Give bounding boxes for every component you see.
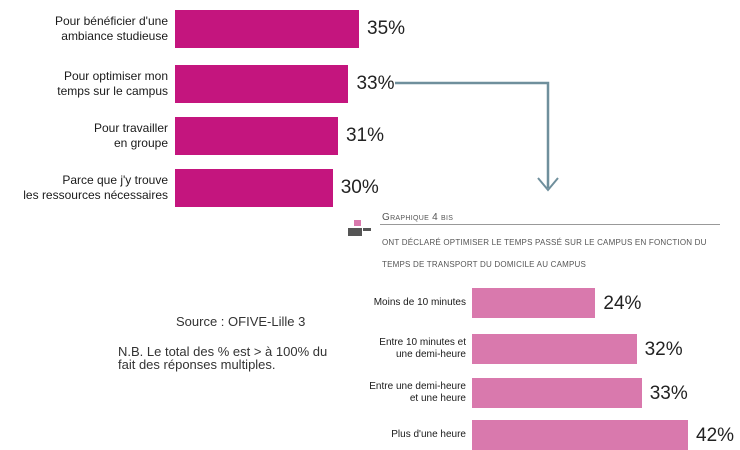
value-label: 32% xyxy=(644,339,683,360)
category-label: Pour travailler en groupe xyxy=(93,121,168,150)
category-label: Pour bénéficier d'une ambiance studieuse xyxy=(54,14,168,43)
category-label: Pour optimiser mon temps sur le campus xyxy=(57,69,168,98)
value-label: 35% xyxy=(367,18,406,39)
value-label: 24% xyxy=(603,293,642,314)
bar xyxy=(175,169,333,207)
category-label: Entre 10 minutes et une demi-heure xyxy=(379,337,466,360)
graphique-icon xyxy=(348,220,371,236)
value-label: 33% xyxy=(356,73,395,94)
nb-note: N.B. Le total des % est > à 100% du fait… xyxy=(118,344,328,372)
category-label: Moins de 10 minutes xyxy=(373,297,466,308)
bar xyxy=(472,378,642,408)
bar xyxy=(175,117,338,155)
category-label: Entre une demi-heure et une heure xyxy=(369,381,466,404)
value-label: 30% xyxy=(340,177,379,198)
category-label: Parce que j'y trouve les ressources néces… xyxy=(23,173,168,202)
value-label: 42% xyxy=(696,425,735,446)
chart2-subtitle: Ont déclaré optimiser le temps passé sur… xyxy=(382,238,707,269)
chart2-title: Graphique 4 bis xyxy=(382,212,454,223)
bar xyxy=(175,65,349,103)
source-note: Source : OFIVE-Lille 3 xyxy=(176,314,306,329)
value-label: 33% xyxy=(649,383,688,404)
bar xyxy=(472,288,596,318)
bar xyxy=(175,10,359,48)
bar xyxy=(472,334,637,364)
category-label: Plus d'une heure xyxy=(391,429,466,440)
bar xyxy=(472,420,688,450)
chart2-divider xyxy=(380,224,720,225)
value-label: 31% xyxy=(345,125,384,146)
